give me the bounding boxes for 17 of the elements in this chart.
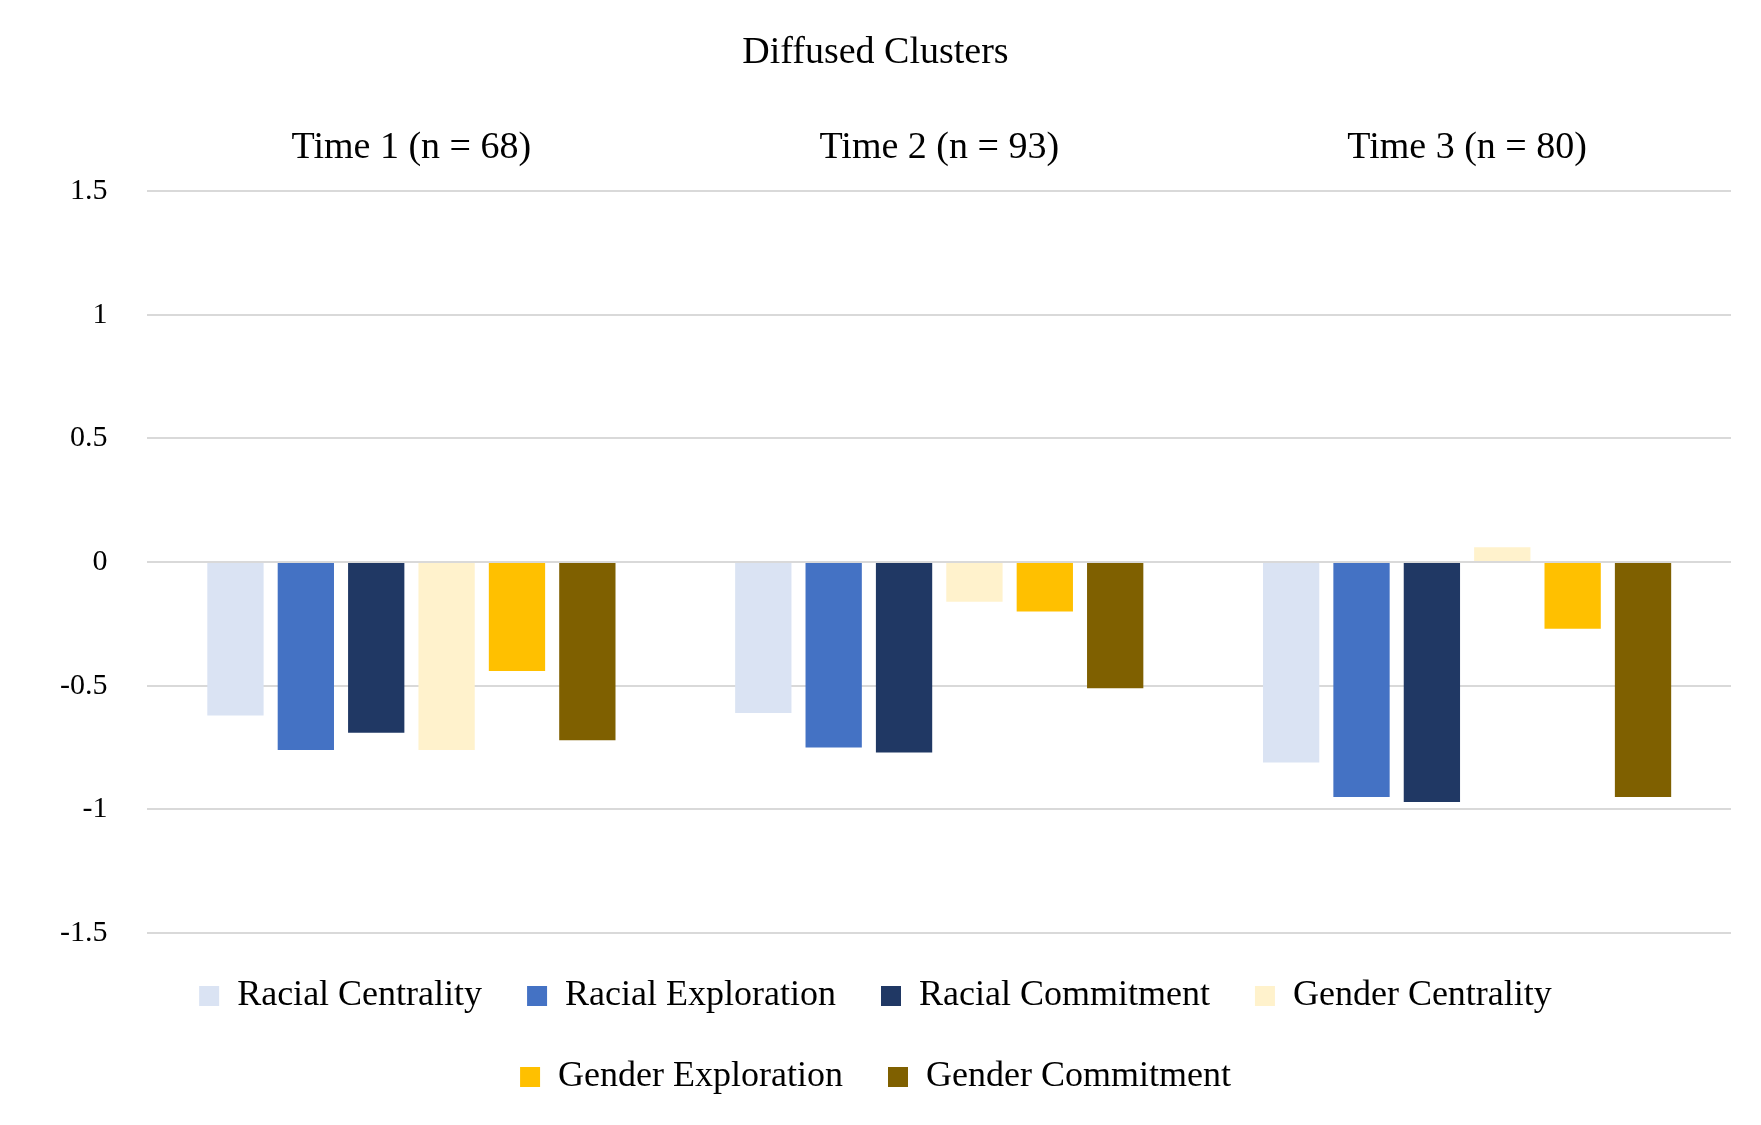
legend-label: Racial Commitment xyxy=(918,973,1210,1014)
y-tick-label: 0.5 xyxy=(69,419,108,453)
x-tick-label: Time 2 (n = 93) xyxy=(819,124,1060,168)
y-tick-label: 1 xyxy=(92,295,108,329)
legend-label: Gender Centrality xyxy=(1292,973,1552,1014)
chart-title: Diffused Clusters xyxy=(742,28,1009,71)
legend-label: Gender Exploration xyxy=(558,1054,843,1095)
y-tick-label: -0.5 xyxy=(59,666,108,700)
y-tick-label: -1 xyxy=(82,790,108,824)
y-tick-label: 1.5 xyxy=(69,172,108,206)
legend-label: Gender Commitment xyxy=(925,1054,1231,1095)
y-tick-label: -1.5 xyxy=(59,913,108,947)
legend-label: Racial Exploration xyxy=(565,973,836,1014)
x-tick-label: Time 1 (n = 68) xyxy=(291,124,532,168)
x-tick-label: Time 3 (n = 80) xyxy=(1347,124,1587,168)
y-tick-label: 0 xyxy=(92,542,108,576)
legend-label: Racial Centrality xyxy=(237,973,483,1014)
